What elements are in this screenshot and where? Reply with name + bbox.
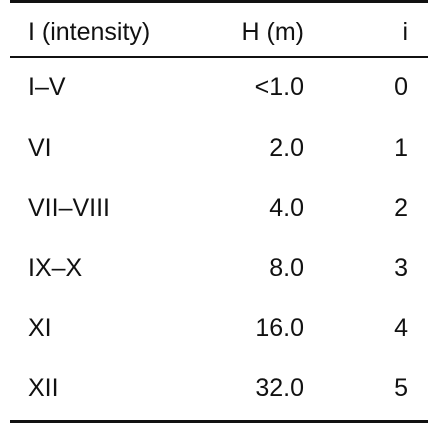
header-index: i xyxy=(402,18,408,46)
cell-index: 5 xyxy=(394,374,408,402)
table-row: IX–X 8.0 3 xyxy=(10,253,428,283)
table-row: VII–VIII 4.0 2 xyxy=(10,193,428,223)
cell-index: 3 xyxy=(394,254,408,282)
intensity-table: I (intensity) H (m) i I–V <1.0 0 VI 2.0 … xyxy=(10,0,428,428)
bottom-rule xyxy=(10,420,428,423)
cell-intensity: XI xyxy=(28,314,52,342)
cell-index: 2 xyxy=(394,194,408,222)
cell-height: 2.0 xyxy=(269,134,304,162)
top-rule xyxy=(10,0,428,3)
cell-height: <1.0 xyxy=(254,73,304,101)
header-height: H (m) xyxy=(241,18,304,46)
cell-intensity: VII–VIII xyxy=(28,194,110,222)
table-row: XI 16.0 4 xyxy=(10,313,428,343)
cell-intensity: XII xyxy=(28,374,59,402)
header-intensity: I (intensity) xyxy=(28,18,151,46)
cell-intensity: IX–X xyxy=(28,254,83,282)
table-row: XII 32.0 5 xyxy=(10,373,428,403)
header-row: I (intensity) H (m) i xyxy=(10,17,428,47)
cell-height: 4.0 xyxy=(269,194,304,222)
cell-index: 4 xyxy=(394,314,408,342)
cell-index: 0 xyxy=(394,73,408,101)
cell-height: 32.0 xyxy=(255,374,304,402)
cell-intensity: VI xyxy=(28,134,52,162)
cell-height: 16.0 xyxy=(255,314,304,342)
header-rule xyxy=(10,56,428,58)
table-row: VI 2.0 1 xyxy=(10,133,428,163)
cell-index: 1 xyxy=(394,134,408,162)
cell-height: 8.0 xyxy=(269,254,304,282)
cell-intensity: I–V xyxy=(28,73,66,101)
table-row: I–V <1.0 0 xyxy=(10,72,428,102)
